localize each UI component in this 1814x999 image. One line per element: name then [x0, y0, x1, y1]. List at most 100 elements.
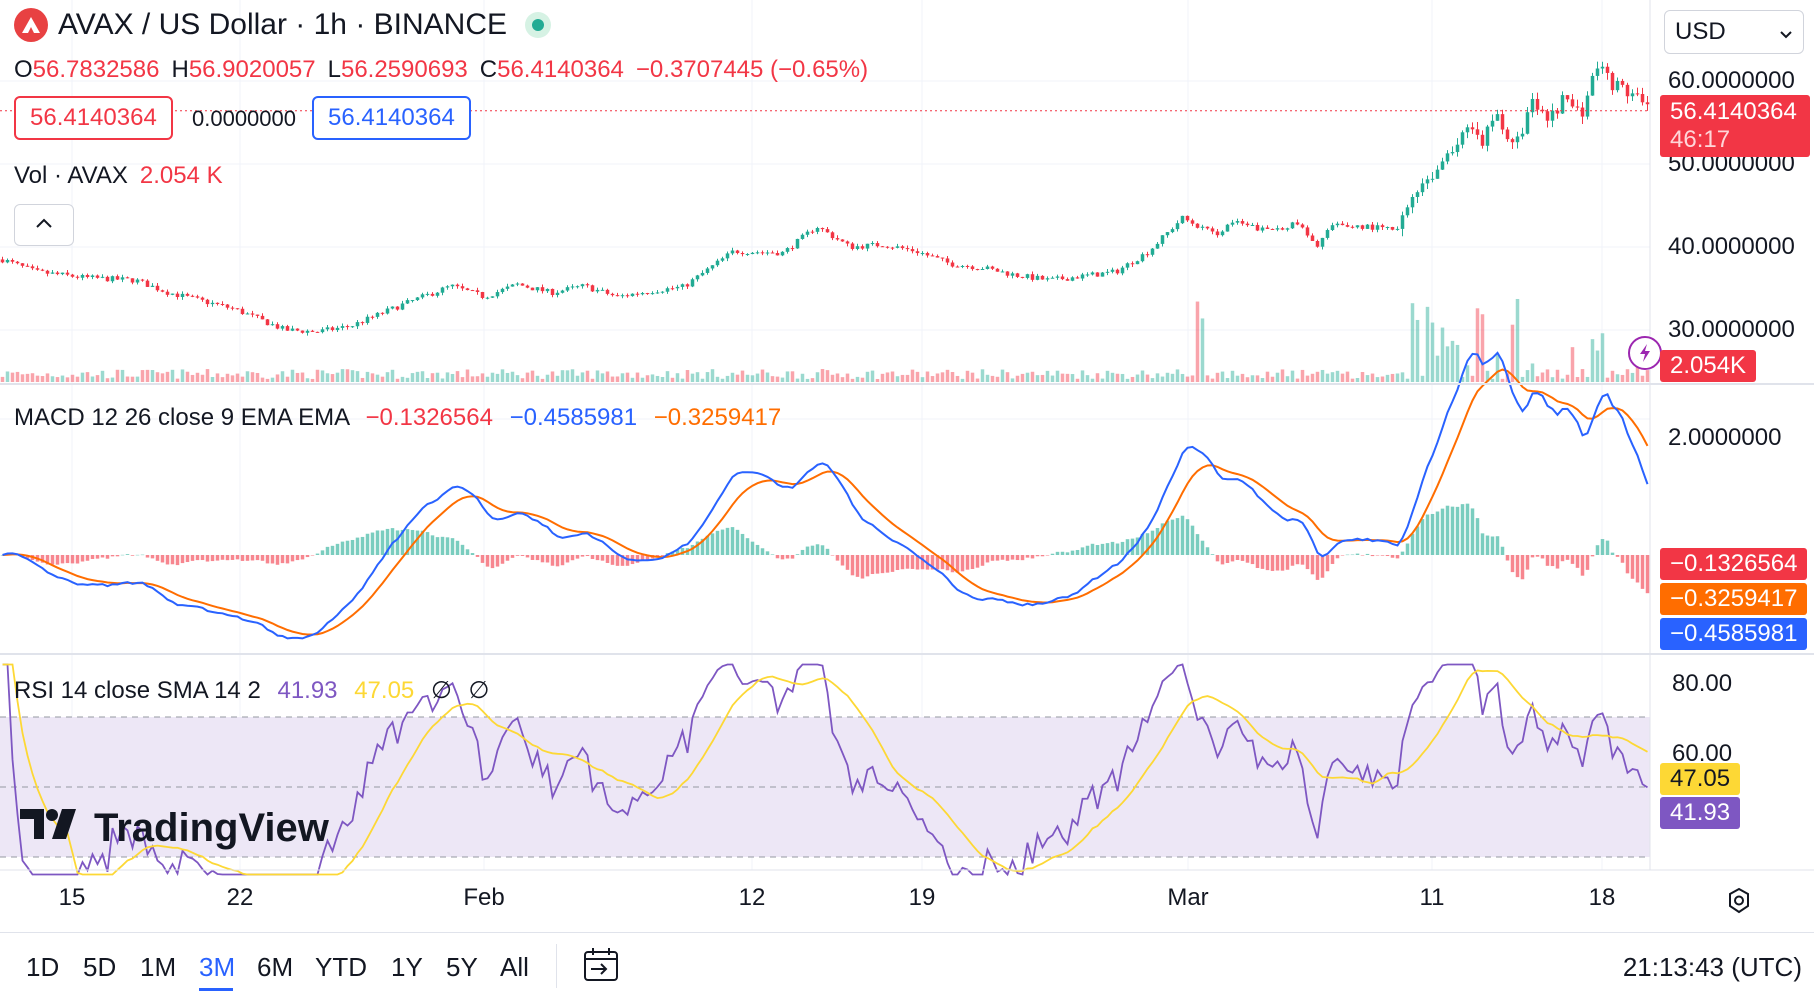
close-value: 56.4140364	[497, 56, 624, 83]
macd-legend: MACD 12 26 close 9 EMA EMA −0.1326564 −0…	[14, 404, 781, 432]
volume-bar	[165, 371, 170, 382]
utc-clock[interactable]: 21:13:43 (UTC)	[1622, 952, 1802, 982]
macd-histogram-bar	[1630, 555, 1635, 579]
volume-bar	[1465, 365, 1470, 382]
macd-histogram-bar	[105, 555, 110, 559]
range-button-1m[interactable]: 1M	[140, 952, 177, 982]
candle-body	[860, 246, 865, 249]
volume-bar	[270, 377, 275, 382]
rsi-legend: RSI 14 close SMA 14 2 41.93 47.05 ∅ ∅	[14, 676, 489, 705]
date-range-calendar-icon[interactable]	[582, 946, 622, 989]
volume-bar	[865, 371, 870, 382]
range-button-5d[interactable]: 5D	[83, 952, 117, 982]
volume-bar	[1030, 371, 1035, 382]
candle-body	[280, 326, 285, 329]
candle-body	[1605, 66, 1610, 73]
range-button-ytd[interactable]: YTD	[315, 952, 367, 982]
candle-body	[175, 293, 180, 298]
range-button-6m[interactable]: 6M	[257, 952, 294, 982]
macd-line	[2, 351, 1649, 640]
volume-bar	[1310, 373, 1315, 382]
candle-body	[1485, 126, 1490, 146]
currency-select[interactable]: USD	[1664, 10, 1804, 54]
macd-histogram-bar	[1315, 555, 1320, 580]
volume-bar	[315, 369, 320, 382]
lightning-icon[interactable]	[1628, 336, 1662, 370]
volume-bar	[395, 378, 400, 382]
volume-bar	[115, 369, 120, 382]
candle-body	[1095, 272, 1100, 277]
candle-body	[1525, 112, 1530, 134]
volume-bar	[825, 370, 830, 382]
candle-body	[1530, 98, 1535, 113]
macd-histogram-bar	[1245, 555, 1250, 563]
volume-bar	[1415, 319, 1420, 382]
candle-body	[40, 269, 45, 271]
candle-body	[1150, 248, 1155, 255]
macd-histogram-bar	[1005, 555, 1010, 561]
volume-bar	[775, 376, 780, 382]
candle-body	[90, 275, 95, 278]
sell-button[interactable]: 56.4140364	[14, 96, 173, 140]
macd-histogram-bar	[300, 555, 305, 560]
volume-bar	[840, 377, 845, 382]
volume-bar	[535, 375, 540, 382]
volume-bar	[1080, 370, 1085, 382]
candle-body	[845, 241, 850, 244]
volume-bar	[1065, 373, 1070, 382]
macd-histogram-bar	[845, 555, 850, 570]
range-button-all[interactable]: All	[500, 952, 529, 982]
macd-histogram-bar	[1155, 528, 1160, 555]
high-label: H	[171, 56, 189, 83]
macd-histogram-bar	[1505, 555, 1510, 561]
volume-bar	[730, 372, 735, 382]
volume-bar	[980, 369, 985, 382]
volume-bar	[710, 369, 715, 382]
candle-body	[310, 330, 315, 332]
macd-histogram-bar	[1535, 555, 1540, 557]
volume-bar	[420, 371, 425, 382]
collapse-legend-button[interactable]	[14, 204, 74, 246]
active-range-indicator	[199, 988, 233, 991]
macd-tick: 2.0000000	[1668, 424, 1782, 451]
candle-body	[60, 272, 65, 275]
price-tick: 30.0000000	[1668, 316, 1795, 343]
range-button-3m[interactable]: 3M	[199, 952, 236, 982]
macd-histogram-bar	[930, 555, 935, 570]
candle-body	[1480, 134, 1485, 146]
range-button-5y[interactable]: 5Y	[446, 952, 478, 982]
volume-bar	[1190, 375, 1195, 382]
candle-body	[685, 284, 690, 287]
candle-body	[15, 261, 20, 264]
volume-bar	[1445, 346, 1450, 382]
macd-histogram-bar	[1310, 555, 1315, 575]
volume-bar	[240, 376, 245, 382]
macd-histogram-bar	[1165, 520, 1170, 555]
macd-histogram-bar	[755, 544, 760, 555]
symbol-header[interactable]: AVAX / US Dollar · 1h · BINANCE	[14, 8, 552, 42]
volume-bar	[125, 376, 130, 382]
candle-body	[0, 259, 5, 263]
volume-bar	[1255, 375, 1260, 382]
candle-body	[1305, 227, 1310, 236]
macd-histogram-bar	[635, 555, 640, 563]
macd-histogram-bar	[1570, 555, 1575, 564]
candle-body	[580, 284, 585, 287]
candle-body	[1345, 225, 1350, 227]
range-button-1d[interactable]: 1D	[26, 952, 60, 982]
macd-histogram-bar	[115, 555, 120, 557]
volume-bar	[280, 371, 285, 382]
macd-histogram-bar	[620, 555, 625, 566]
macd-histogram-bar	[1250, 555, 1255, 565]
macd-histogram-bar	[1010, 555, 1015, 560]
buy-button[interactable]: 56.4140364	[312, 96, 471, 140]
chart-settings-gear-icon[interactable]	[1724, 886, 1754, 921]
macd-histogram-bar	[590, 555, 595, 560]
candle-body	[1155, 243, 1160, 249]
volume-bar	[1645, 370, 1650, 382]
candle-body	[1635, 93, 1640, 95]
range-button-1y[interactable]: 1Y	[391, 952, 423, 982]
candle-body	[1350, 226, 1355, 228]
volume-bar	[130, 376, 135, 382]
